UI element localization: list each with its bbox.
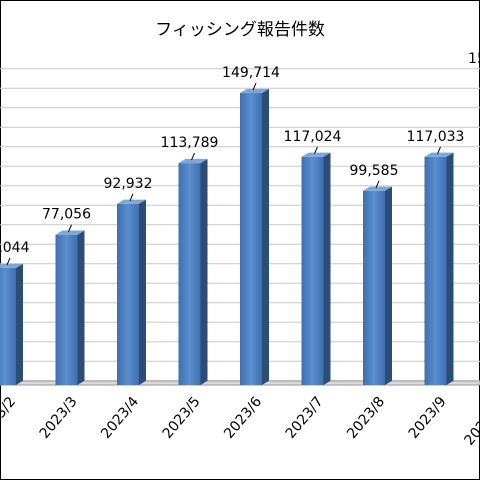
chart-title: フィッシング報告件数 bbox=[155, 20, 325, 40]
bar-side bbox=[16, 263, 23, 385]
leader-line bbox=[68, 224, 72, 232]
leader-line bbox=[191, 152, 195, 161]
data-label: 117,024 bbox=[284, 129, 342, 145]
bar bbox=[240, 93, 262, 385]
data-label: 99,585 bbox=[350, 163, 399, 179]
data-label: 117,033 bbox=[407, 129, 465, 145]
leader-line bbox=[314, 146, 318, 155]
bar-top bbox=[240, 88, 269, 94]
leader-line bbox=[252, 82, 257, 91]
bar bbox=[117, 203, 139, 385]
bar bbox=[424, 156, 447, 385]
bar-top bbox=[424, 152, 454, 157]
data-label: 113,789 bbox=[161, 135, 219, 151]
bar bbox=[55, 234, 78, 385]
data-label: 77,056 bbox=[42, 207, 91, 223]
bar-top bbox=[301, 152, 331, 157]
bar-side bbox=[385, 186, 392, 385]
bar-side bbox=[323, 152, 331, 385]
bar-top bbox=[363, 186, 392, 191]
leader-line bbox=[437, 146, 441, 154]
bar-side bbox=[262, 88, 269, 386]
data-label: 60,044 bbox=[0, 240, 30, 256]
bar-top bbox=[178, 158, 208, 164]
bar-top bbox=[0, 263, 23, 268]
leader-line bbox=[129, 193, 134, 201]
bar-side bbox=[446, 152, 454, 385]
bar bbox=[363, 190, 385, 385]
bar bbox=[0, 267, 16, 385]
data-label: 156,804 bbox=[468, 51, 480, 67]
bar bbox=[178, 163, 201, 385]
bar-top bbox=[55, 230, 85, 235]
leader-line bbox=[6, 257, 11, 266]
bar-top bbox=[117, 199, 146, 204]
bar-side bbox=[139, 199, 146, 385]
bar-side bbox=[77, 230, 85, 385]
bar bbox=[301, 156, 324, 385]
leader-line bbox=[375, 180, 380, 189]
data-label: 149,714 bbox=[222, 65, 280, 81]
bar-side bbox=[200, 158, 208, 385]
data-label: 92,932 bbox=[104, 176, 153, 192]
